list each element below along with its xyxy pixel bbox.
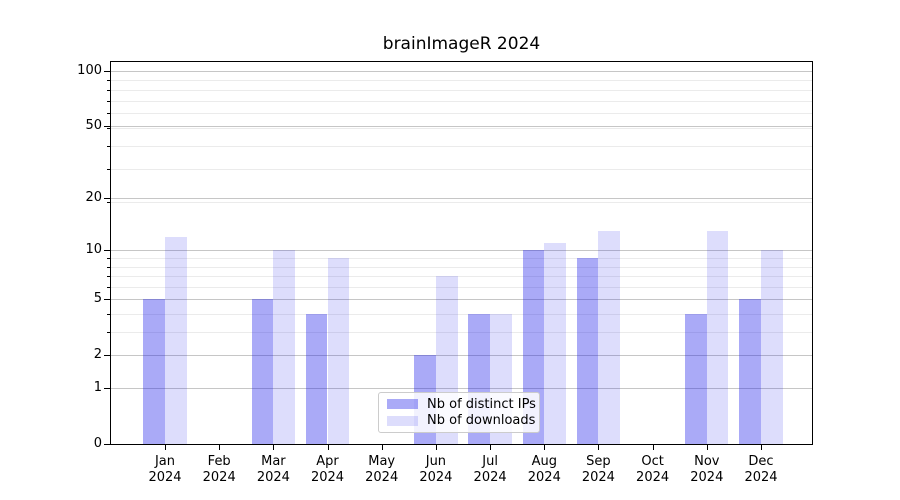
x-tick-mark-mar: [273, 445, 275, 450]
gridline-y-100: [111, 71, 812, 73]
legend-label-distinct-ips: Nb of distinct IPs: [427, 396, 536, 412]
x-tick-mark-nov: [706, 445, 708, 450]
y-tick-mark-100: [104, 71, 110, 73]
bar-downloads-aug: [544, 243, 566, 444]
gridline-y-minor-7: [111, 276, 812, 277]
y-tick-mark-2: [104, 355, 110, 357]
y-tick-label-10: 10: [85, 242, 102, 258]
bar-downloads-nov: [706, 230, 729, 444]
legend-label-downloads: Nb of downloads: [427, 413, 536, 429]
x-tick-mark-oct: [652, 445, 654, 450]
y-tick-mark-20: [104, 198, 110, 199]
y-tick-label-5: 5: [93, 291, 102, 307]
gridline-y-minor-19: [111, 201, 812, 203]
x-tick-label-feb: Feb 2024: [202, 454, 236, 485]
gridline-y-minor-59: [111, 113, 812, 115]
chart-title: brainImageR 2024: [382, 34, 541, 54]
gridline-y-minor-4: [111, 313, 812, 315]
y-tick-label-1: 1: [93, 380, 102, 395]
y-tick-mark-minor-9: [107, 257, 110, 259]
plot-area: Nb of distinct IPs Nb of downloads: [110, 61, 813, 445]
y-tick-mark-50: [104, 126, 110, 128]
x-tick-label-mar: Mar 2024: [256, 454, 290, 485]
x-tick-mark-aug: [544, 445, 546, 450]
gridline-y-minor-89: [111, 80, 812, 82]
x-tick-mark-dec: [761, 445, 762, 450]
legend-swatch-ips-icon: [387, 399, 418, 410]
y-tick-mark-5: [104, 299, 110, 301]
y-tick-mark-minor-8: [107, 266, 110, 268]
gridline-y-minor-9: [111, 257, 812, 259]
y-tick-mark-minor-69: [107, 100, 110, 102]
x-tick-label-sep: Sep 2024: [581, 454, 615, 485]
y-tick-mark-1: [104, 388, 110, 389]
gridline-y-20: [111, 198, 812, 199]
y-tick-label-20: 20: [85, 190, 102, 205]
x-tick-mark-jan: [165, 445, 166, 450]
bar-downloads-jan: [165, 236, 187, 444]
y-tick-mark-minor-89: [107, 80, 110, 82]
bar-ips-nov: [685, 313, 707, 444]
x-tick-label-aug: Aug 2024: [527, 454, 561, 485]
bar-downloads-apr: [327, 257, 350, 444]
gridline-y-1: [111, 388, 812, 389]
y-tick-label-100: 100: [77, 63, 102, 79]
bar-downloads-sep: [598, 230, 621, 444]
y-tick-label-50: 50: [85, 118, 102, 134]
x-tick-label-nov: Nov 2024: [690, 454, 724, 485]
gridline-y-minor-8: [111, 266, 812, 268]
x-tick-mark-sep: [598, 445, 600, 450]
x-tick-mark-apr: [327, 445, 329, 450]
y-tick-mark-minor-59: [107, 113, 110, 115]
legend-item-distinct-ips: Nb of distinct IPs: [387, 397, 536, 412]
gridline-y-minor-69: [111, 100, 812, 102]
x-tick-mark-jul: [490, 445, 492, 450]
gridline-y-minor-49: [111, 127, 812, 129]
gridline-y-50: [111, 126, 812, 128]
bar-ips-mar: [251, 299, 274, 444]
y-tick-mark-minor-49: [107, 127, 110, 129]
x-tick-label-may: May 2024: [365, 454, 399, 485]
legend-swatch-downloads-icon: [387, 415, 418, 426]
y-tick-mark-minor-19: [107, 201, 110, 203]
x-tick-mark-jun: [435, 445, 437, 450]
gridline-y-5: [111, 299, 812, 301]
gridline-y-minor-6: [111, 286, 812, 288]
gridline-y-minor-3: [111, 332, 812, 333]
x-tick-label-jun: Jun 2024: [419, 454, 453, 485]
y-tick-mark-10: [104, 250, 110, 252]
x-tick-label-oct: Oct 2024: [636, 454, 670, 485]
bar-ips-sep: [576, 257, 599, 444]
bar-ips-jan: [143, 299, 165, 444]
y-tick-mark-minor-29: [107, 169, 110, 171]
legend-item-downloads: Nb of downloads: [387, 413, 535, 428]
y-tick-label-2: 2: [93, 347, 102, 363]
y-tick-mark-minor-79: [107, 89, 110, 91]
x-tick-mark-feb: [219, 445, 221, 450]
x-tick-label-jul: Jul 2024: [473, 454, 507, 485]
x-tick-mark-may: [381, 445, 383, 450]
x-tick-label-dec: Dec 2024: [744, 454, 778, 485]
gridline-y-minor-39: [111, 145, 812, 147]
legend: Nb of distinct IPs Nb of downloads: [378, 392, 540, 433]
gridline-y-10: [111, 250, 812, 252]
gridline-y-minor-29: [111, 169, 812, 171]
bar-ips-dec: [739, 299, 761, 444]
y-tick-mark-0: [104, 444, 110, 445]
y-tick-label-0: 0: [93, 436, 102, 451]
bar-downloads-dec: [761, 250, 783, 444]
gridline-y-minor-79: [111, 89, 812, 91]
bar-downloads-mar: [273, 250, 296, 444]
y-tick-mark-minor-7: [107, 276, 110, 277]
y-tick-mark-minor-4: [107, 313, 110, 315]
bar-ips-apr: [305, 313, 328, 444]
y-tick-mark-minor-3: [107, 332, 110, 333]
y-tick-mark-minor-39: [107, 145, 110, 147]
gridline-y-2: [111, 355, 812, 357]
y-tick-mark-minor-6: [107, 286, 110, 288]
x-tick-label-apr: Apr 2024: [310, 454, 345, 485]
x-tick-label-jan: Jan 2024: [148, 454, 182, 485]
